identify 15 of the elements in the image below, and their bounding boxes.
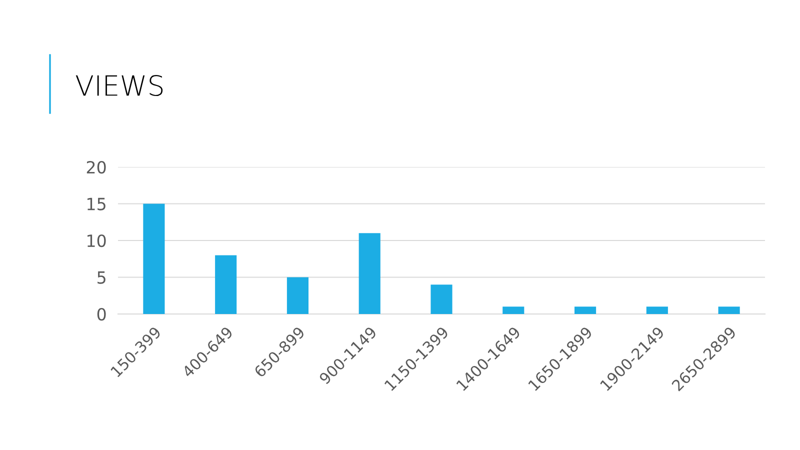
y-tick-label: 10	[88, 234, 106, 248]
bar	[502, 306, 524, 314]
bar	[215, 255, 237, 314]
y-tick-label: 20	[86, 160, 106, 174]
chart-title: VIEWS	[76, 75, 163, 96]
bar	[574, 306, 596, 314]
bar	[718, 306, 740, 314]
bar	[430, 284, 452, 314]
bar	[143, 204, 165, 314]
bar	[358, 233, 380, 314]
y-tick-label: 15	[88, 198, 106, 210]
bar	[286, 277, 309, 314]
y-tick-label: 5	[98, 271, 106, 284]
y-tick-label: 0	[97, 308, 106, 321]
bar	[646, 306, 668, 314]
